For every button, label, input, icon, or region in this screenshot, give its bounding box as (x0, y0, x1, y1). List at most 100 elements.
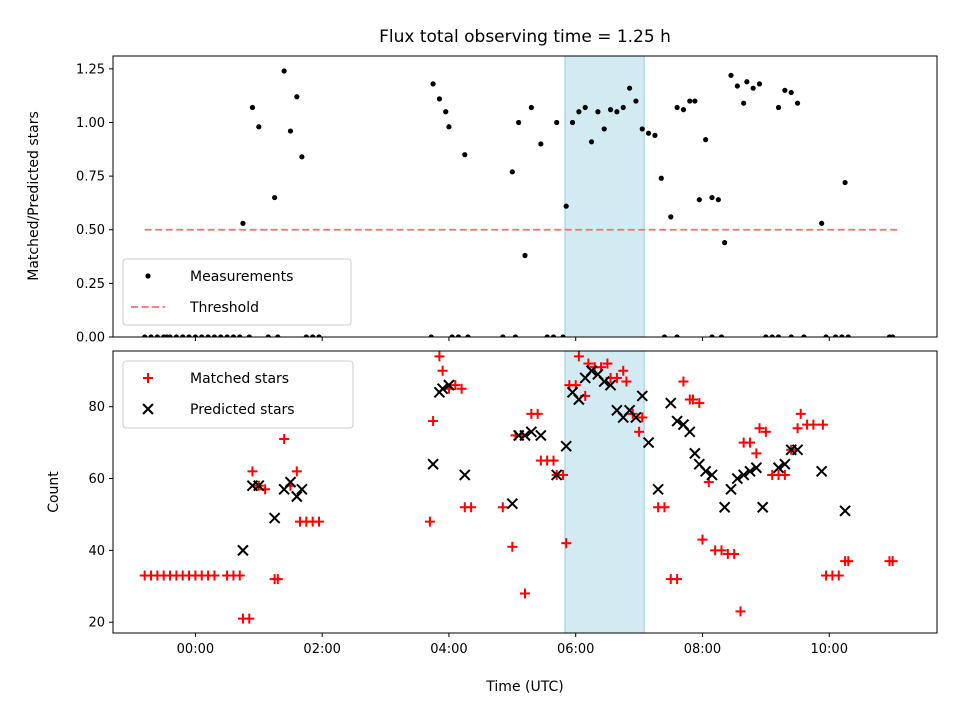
top-y-tick-label: 1.00 (76, 116, 105, 131)
bottom-matched-stars-point (602, 358, 613, 369)
top-measurements-point (310, 334, 316, 337)
bottom-predicted-stars-point (737, 469, 750, 481)
top-measurements-point (639, 126, 645, 132)
top-y-tick-label: 0.50 (76, 223, 105, 238)
bottom-predicted-stars-point (839, 505, 851, 517)
bottom-matched-stars-point (833, 570, 844, 581)
bottom-matched-stars-point (558, 469, 569, 480)
top-measurements-point (512, 334, 519, 337)
bottom-predicted-stars-point (525, 426, 538, 438)
top-measurements-point (154, 334, 160, 337)
top-measurements-point (173, 334, 179, 337)
bottom-matched-stars-point (532, 408, 543, 419)
top-measurements-point (294, 94, 300, 100)
top-measurements-point (890, 334, 896, 337)
top-measurements-point (148, 334, 154, 337)
top-measurements-point (674, 334, 680, 337)
bottom-predicted-stars-point-b (744, 465, 756, 478)
top-data-layer (142, 68, 899, 337)
chart-title: Flux total observing time = 1.25 h (379, 27, 671, 47)
top-measurements-point (763, 334, 769, 337)
top-measurements-point (601, 126, 607, 132)
top-y-tick-label: 0.25 (76, 277, 105, 292)
top-measurements-point (576, 109, 582, 115)
top-measurements-point (246, 334, 252, 337)
bottom-matched-stars-point (314, 516, 324, 527)
top-measurements-point (180, 334, 186, 337)
bottom-predicted-stars-point-b (718, 501, 731, 513)
top-legend: Measurements Threshold (122, 258, 352, 326)
top-measurements-point (167, 334, 173, 337)
top-measurements-point (430, 81, 436, 87)
bottom-y-tick-label: 20 (88, 616, 105, 631)
top-measurements-point (775, 334, 782, 337)
bottom-predicted-stars-point-b (791, 444, 804, 456)
bottom-predicted-stars-point (604, 379, 617, 391)
bottom-predicted-stars-point-b (689, 447, 701, 460)
bottom-predicted-stars-point-b (731, 472, 744, 485)
top-measurements-point (750, 85, 756, 91)
bottom-legend: Matched stars Predicted stars (122, 360, 354, 429)
top-measurements-point (832, 334, 839, 337)
top-measurements-point (528, 104, 534, 111)
bottom-y-tick-label: 40 (88, 544, 105, 559)
bottom-y-axis-label: Count (46, 471, 62, 513)
bottom-predicted-stars-point-b (296, 483, 308, 496)
top-measurements-point (782, 87, 788, 93)
bottom-predicted-stars-point-b (535, 429, 547, 442)
bottom-predicted-stars-point (756, 501, 769, 513)
bottom-matched-stars-point (507, 541, 518, 552)
bottom-predicted-stars-point (284, 476, 297, 488)
bottom-predicted-stars-point (718, 501, 731, 513)
top-y-tick-label: 0.00 (76, 331, 105, 346)
bottom-predicted-stars-point-b (684, 426, 696, 438)
bottom-predicted-stars-point-b (642, 436, 655, 449)
bottom-matched-stars-point (779, 469, 790, 480)
bottom-predicted-stars-point (652, 483, 664, 496)
bottom-predicted-stars-point (296, 483, 308, 496)
bottom-predicted-stars-point (744, 465, 756, 478)
top-measurements-point (775, 104, 782, 111)
top-measurements-point (668, 214, 674, 220)
bottom-predicted-stars-point (699, 465, 712, 478)
top-measurements-point (839, 334, 845, 337)
top-measurements-point (436, 96, 443, 102)
top-measurements-point (794, 100, 801, 106)
bottom-matched-stars-point (659, 502, 670, 513)
bottom-predicted-stars-point (815, 465, 828, 478)
top-legend-label: Threshold (189, 300, 259, 316)
top-measurements-point (845, 334, 851, 337)
bottom-matched-stars-point (621, 376, 632, 387)
top-measurements-point (249, 104, 256, 111)
top-measurements-point (205, 334, 211, 337)
bottom-predicted-stars-point (550, 469, 563, 481)
top-measurements-point (674, 104, 680, 111)
bottom-predicted-stars-point (459, 469, 471, 481)
bottom-predicted-stars-point-b (772, 462, 785, 474)
top-measurements-point (142, 334, 148, 337)
bottom-predicted-stars-point-b (560, 440, 572, 452)
bottom-matched-stars-point (735, 606, 746, 617)
top-measurements-point (563, 203, 569, 209)
top-measurements-point (509, 169, 515, 175)
top-legend-label: Measurements (190, 269, 293, 285)
bottom-predicted-stars-point (535, 429, 547, 442)
bottom-predicted-stars-point (427, 458, 439, 470)
bottom-matched-stars-point (887, 556, 898, 567)
bottom-predicted-stars-point-b (604, 379, 617, 391)
bottom-matched-stars-point (247, 466, 258, 477)
bottom-predicted-stars-point (772, 462, 785, 474)
top-measurements-point (819, 220, 825, 226)
top-measurements-point (718, 334, 725, 337)
bottom-matched-stars-point (244, 613, 255, 624)
bottom-predicted-stars-point-b (815, 465, 828, 478)
top-measurements-point (582, 104, 588, 111)
top-measurements-point (801, 334, 807, 337)
bottom-matched-stars-point (434, 351, 445, 362)
top-measurements-point (544, 334, 550, 337)
bottom-predicted-stars-point-b (623, 404, 636, 416)
top-measurements-point (287, 128, 294, 134)
bottom-matched-stars-point (697, 534, 708, 545)
top-measurements-point (500, 334, 506, 337)
